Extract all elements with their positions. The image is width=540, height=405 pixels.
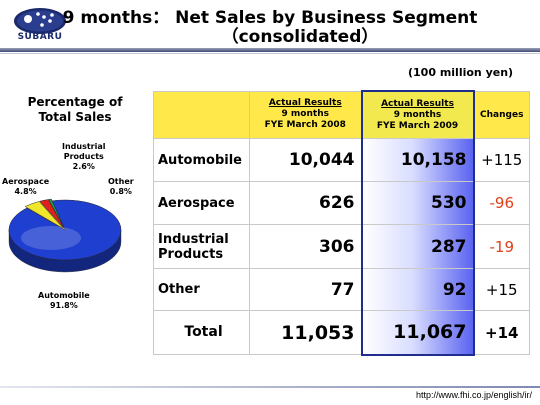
pie-slice-other: [48, 198, 65, 229]
pie-chart: [8, 198, 122, 273]
pie-slice-aerospace: [24, 201, 64, 229]
header-cur-line1: Actual Results: [381, 98, 454, 109]
pie-title: Percentage of Total Sales: [20, 95, 130, 125]
row-prev-total: 11,053: [249, 310, 362, 355]
table-row: Automobile 10,044 10,158 +115: [153, 138, 530, 182]
pie-label-aerospace-pct: 4.8%: [14, 187, 37, 196]
row-segment-other: Other: [153, 268, 250, 311]
table-row: Other 77 92 +15: [153, 268, 530, 311]
table-row: Industrial Products 306 287 -19: [153, 224, 530, 269]
row-prev-industrial: 306: [249, 224, 362, 269]
header-cur-line2: 9 months: [393, 109, 442, 120]
pie-label-other-name: Other: [108, 177, 134, 186]
page-title-line1: 9 months： Net Sales by Business Segment: [62, 8, 478, 28]
pie-label-aerospace-name: Aerospace: [2, 177, 50, 186]
header-changes: Changes: [473, 90, 530, 139]
row-change-automobile: +115: [473, 138, 530, 182]
pie-label-other-pct: 0.8%: [109, 187, 132, 196]
pie-label-automobile-name: Automobile: [38, 291, 90, 300]
row-segment-aerospace: Aerospace: [153, 181, 250, 225]
unit-note: (100 million yen): [408, 66, 514, 79]
pie-label-automobile: Automobile 91.8%: [38, 291, 90, 311]
table-row: Aerospace 626 530 -96: [153, 181, 530, 225]
row-cur-industrial: 287: [360, 224, 475, 269]
row-cur-total: 11,067: [360, 310, 475, 356]
pie-highlight: [21, 226, 81, 250]
row-segment-automobile: Automobile: [153, 138, 250, 182]
footer-divider: [0, 386, 540, 388]
sales-table: Actual Results 9 months FYE March 2008 A…: [153, 90, 530, 356]
pie-label-automobile-pct: 91.8%: [49, 301, 78, 310]
logo-wordmark: SUBARU: [17, 32, 63, 42]
subaru-logo-icon: [14, 8, 66, 34]
header-divider: [0, 48, 540, 52]
pie-label-industrial-line1: Industrial: [62, 142, 106, 151]
row-change-aerospace: -96: [473, 181, 530, 225]
row-cur-other: 92: [360, 268, 475, 311]
row-segment-industrial: Industrial Products: [153, 224, 250, 269]
header-blank-cell: [153, 90, 250, 139]
pie-label-industrial-line2: Products: [63, 152, 104, 161]
pie-slice-automobile: [8, 199, 122, 261]
row-cur-aerospace: 530: [360, 181, 475, 225]
header-prev-line2: 9 months: [281, 109, 329, 120]
pie-label-aerospace: Aerospace 4.8%: [2, 177, 49, 197]
row-cur-automobile: 10,158: [360, 138, 475, 182]
pie-title-line1: Percentage of: [27, 95, 123, 109]
header-prev-year: Actual Results 9 months FYE March 2008: [249, 90, 362, 139]
row-prev-automobile: 10,044: [249, 138, 362, 182]
pie-title-line2: Total Sales: [38, 110, 112, 124]
pie-label-other: Other 0.8%: [108, 177, 134, 197]
pie-label-industrial-pct: 2.6%: [72, 162, 95, 171]
row-change-industrial: -19: [473, 224, 530, 269]
pie-label-industrial: Industrial Products 2.6%: [62, 142, 106, 172]
header-prev-line3: FYE March 2008: [264, 120, 346, 131]
row-segment-total: Total: [153, 310, 250, 355]
table-header-row: Actual Results 9 months FYE March 2008 A…: [153, 90, 530, 139]
row-change-other: +15: [473, 268, 530, 311]
row-segment-industrial-line1: Industrial: [158, 231, 229, 247]
row-prev-aerospace: 626: [249, 181, 362, 225]
header-cur-line3: FYE March 2009: [376, 120, 459, 131]
header-prev-line1: Actual Results: [268, 98, 342, 109]
row-prev-other: 77: [249, 268, 362, 311]
page-title-line2: （consolidated）: [221, 27, 379, 47]
row-segment-industrial-line2: Products: [158, 246, 224, 262]
footer-url: http://www.fhi.co.jp/english/ir/: [415, 390, 532, 400]
pie-slice-industrial-products: [39, 199, 65, 229]
header-divider-thin: [0, 53, 540, 54]
header-cur-year: Actual Results 9 months FYE March 2009: [360, 90, 475, 139]
row-change-total: +14: [473, 310, 530, 355]
table-total-row: Total 11,053 11,067 +14: [153, 310, 530, 356]
